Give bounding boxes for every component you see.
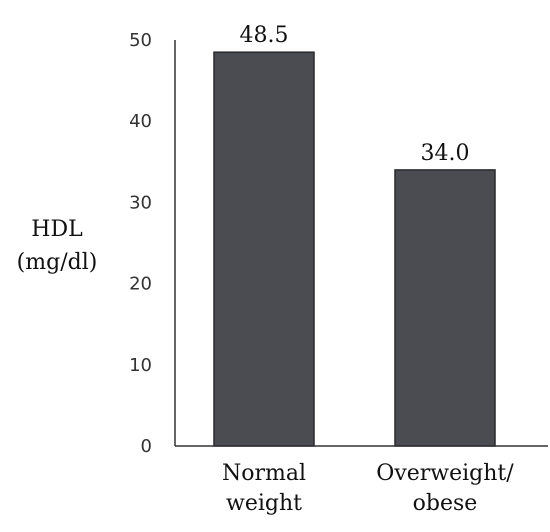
axes xyxy=(174,40,548,447)
bar xyxy=(213,51,315,447)
bar-value-label: 34.0 xyxy=(421,141,470,166)
y-tick-label: 40 xyxy=(129,111,152,132)
bar-value-label: 48.5 xyxy=(240,23,289,48)
x-category-label: obese xyxy=(413,491,478,516)
y-axis-label: HDL (mg/dl) xyxy=(17,217,98,275)
y-tick-label: 30 xyxy=(129,192,152,213)
y-axis-label-line: (mg/dl) xyxy=(17,250,98,275)
bar xyxy=(394,169,496,447)
y-axis-label-line: HDL xyxy=(31,217,83,242)
y-tick-label: 20 xyxy=(129,274,152,295)
bars xyxy=(213,51,496,447)
value-labels: 48.5 34.0 xyxy=(240,23,470,166)
y-tick-label: 50 xyxy=(129,30,152,51)
x-category-label: Normal xyxy=(222,461,306,486)
x-category-label: Overweight/ xyxy=(376,461,514,486)
y-tick-label: 0 xyxy=(141,436,152,457)
y-axis-ticks: 0 10 20 30 40 50 xyxy=(129,30,152,457)
category-labels: Normal weight Overweight/obese xyxy=(222,461,514,516)
x-category-label: weight xyxy=(226,491,302,516)
y-tick-label: 10 xyxy=(129,355,152,376)
